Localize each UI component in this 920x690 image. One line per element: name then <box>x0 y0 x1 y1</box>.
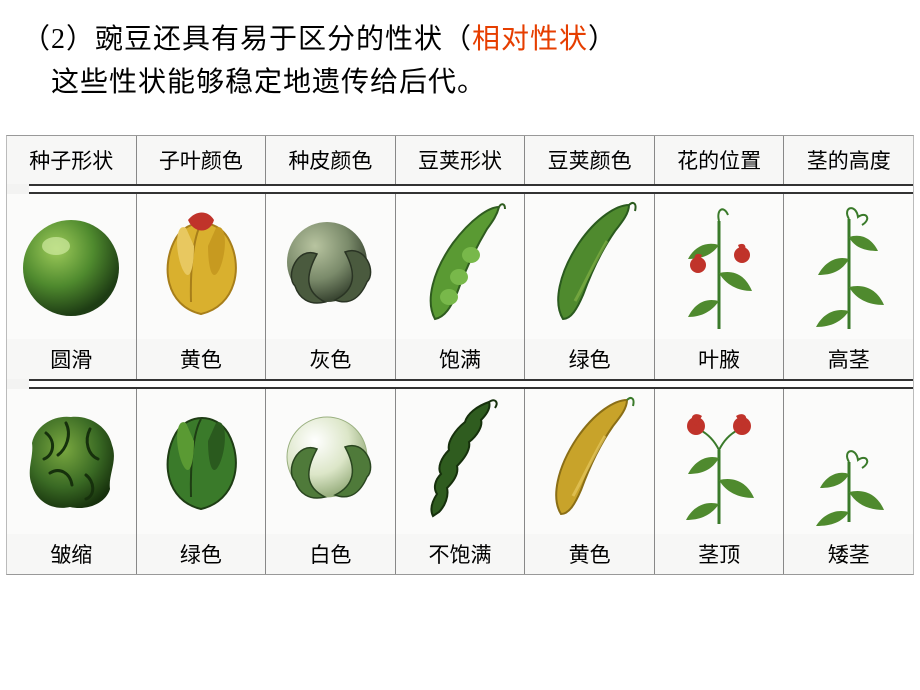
img-tall-stem <box>784 194 913 339</box>
img-yellow-cotyledon <box>137 194 267 339</box>
lab-yellowpod: 黄色 <box>525 534 655 574</box>
img-round-seed <box>7 194 137 339</box>
img-yellow-pod <box>525 389 655 534</box>
img-axial-flower <box>655 194 785 339</box>
img-white-seed-coat <box>266 389 396 534</box>
row1-labels: 圆滑 黄色 灰色 饱满 绿色 叶腋 高茎 <box>7 339 913 379</box>
img-grey-seed-coat <box>266 194 396 339</box>
lab-full: 饱满 <box>396 339 526 379</box>
img-constricted-pod <box>396 389 526 534</box>
lab-greencoty: 绿色 <box>137 534 267 574</box>
img-green-cotyledon <box>137 389 267 534</box>
intro-paragraph: （2）豌豆还具有易于区分的性状（相对性状） 这些性状能够稳定地遗传给后代。 <box>0 0 920 135</box>
row2-labels: 皱缩 绿色 白色 不饱满 黄色 茎顶 矮茎 <box>7 534 913 574</box>
hdr-pod-color: 豆荚颜色 <box>525 136 655 184</box>
lab-wrinkled: 皱缩 <box>7 534 137 574</box>
lab-dwarf: 矮茎 <box>784 534 913 574</box>
img-green-pod <box>525 194 655 339</box>
lab-terminal: 茎顶 <box>655 534 785 574</box>
hdr-cotyledon: 子叶颜色 <box>137 136 267 184</box>
hdr-seed-coat: 种皮颜色 <box>266 136 396 184</box>
intro-pre: （2）豌豆还具有易于区分的性状（ <box>22 24 472 55</box>
lab-greenpod: 绿色 <box>525 339 655 379</box>
lab-white: 白色 <box>266 534 396 574</box>
row1-images <box>7 194 913 339</box>
header-row: 种子形状 子叶颜色 种皮颜色 豆荚形状 豆荚颜色 花的位置 茎的高度 <box>7 136 913 184</box>
lab-tall: 高茎 <box>784 339 913 379</box>
traits-table: 种子形状 子叶颜色 种皮颜色 豆荚形状 豆荚颜色 花的位置 茎的高度 <box>6 135 914 575</box>
intro-line2: 这些性状能够稳定地遗传给后代。 <box>22 67 486 98</box>
lab-yellow: 黄色 <box>137 339 267 379</box>
img-terminal-flower <box>655 389 785 534</box>
intro-post: ） <box>588 24 617 55</box>
img-wrinkled-seed <box>7 389 137 534</box>
lab-round: 圆滑 <box>7 339 137 379</box>
hdr-flower-pos: 花的位置 <box>655 136 785 184</box>
img-dwarf-stem <box>784 389 913 534</box>
separator-1 <box>29 184 913 194</box>
intro-highlight: 相对性状 <box>472 24 588 55</box>
row2-images <box>7 389 913 534</box>
lab-grey: 灰色 <box>266 339 396 379</box>
hdr-seed-shape: 种子形状 <box>7 136 137 184</box>
lab-constr: 不饱满 <box>396 534 526 574</box>
hdr-pod-shape: 豆荚形状 <box>396 136 526 184</box>
lab-axial: 叶腋 <box>655 339 785 379</box>
separator-2 <box>29 379 913 389</box>
hdr-stem-height: 茎的高度 <box>784 136 913 184</box>
img-full-pod <box>396 194 526 339</box>
